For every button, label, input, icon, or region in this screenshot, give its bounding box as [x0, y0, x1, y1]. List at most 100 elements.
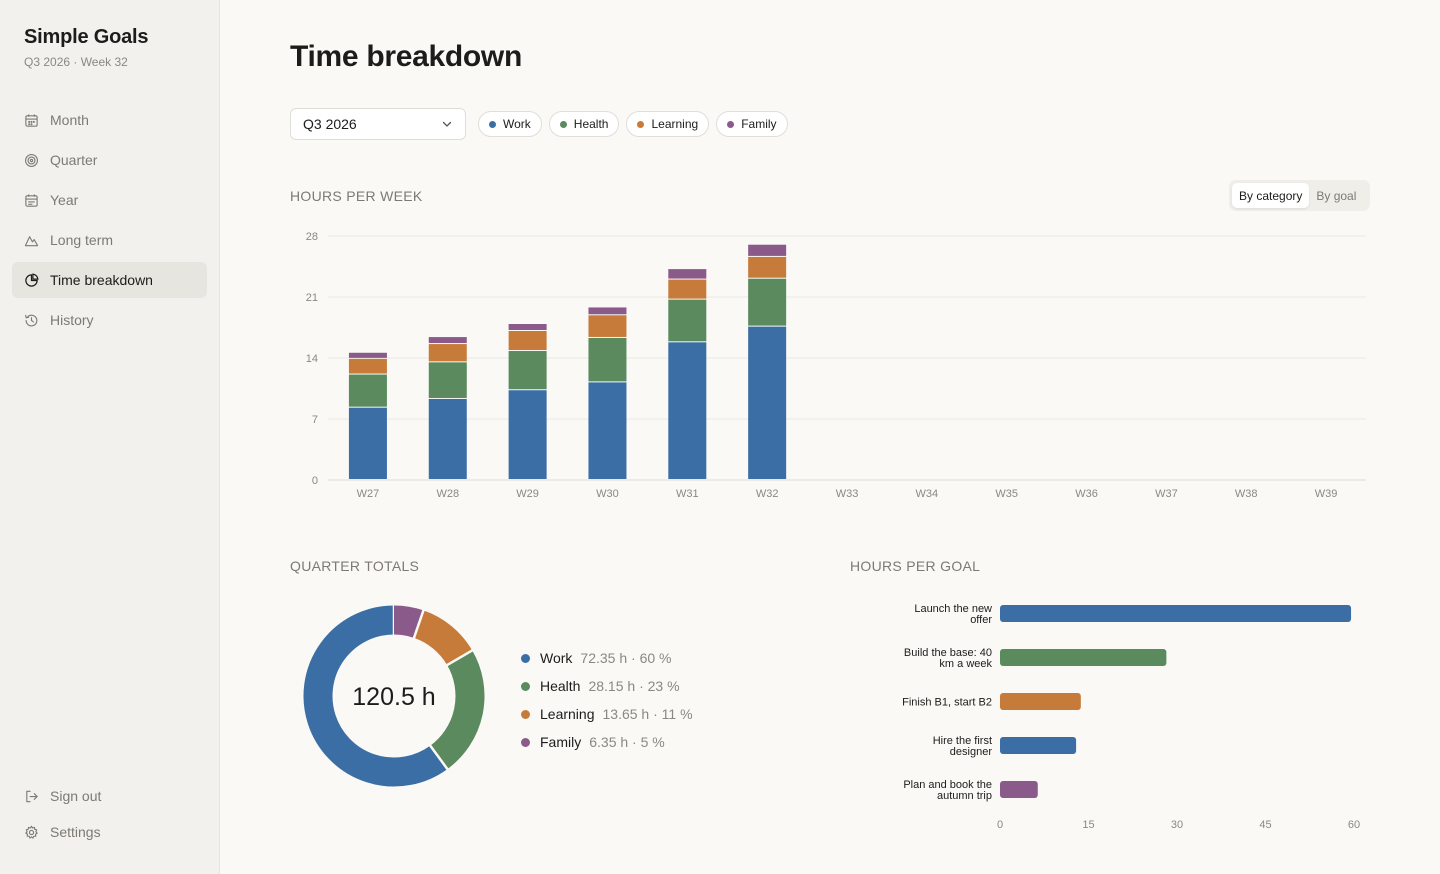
hours-per-week-chart: 0 7 14 21 28 W27 W28 W29 W30 W31 W32 W33 W34 W35 W36 W3… [306, 231, 1366, 500]
donut-slice-health [429, 650, 485, 770]
page-title: Time breakdown [290, 40, 522, 73]
x-tick-label: W28 [436, 488, 459, 500]
bar-segment-work [428, 398, 467, 479]
sidebar-item-year[interactable]: Year [12, 182, 207, 218]
toggle-by-goal[interactable]: By goal [1316, 188, 1357, 203]
chevron-down-icon [442, 121, 452, 127]
x-tick-label: W36 [1075, 488, 1098, 500]
sign-out-button[interactable]: Sign out [12, 778, 207, 814]
color-dot [559, 120, 567, 128]
bar-segment-family [668, 269, 707, 279]
x-tick-label: W35 [995, 488, 1018, 500]
period-select-value: Q3 2026 [303, 116, 357, 132]
y-tick-label: 14 [306, 353, 318, 365]
sidebar-item-label: Year [50, 192, 79, 208]
x-tick-label: 15 [1082, 819, 1094, 831]
x-tick-label: W39 [1315, 488, 1338, 500]
color-dot [727, 120, 735, 128]
x-tick-label: W27 [357, 488, 380, 500]
legend-name: Learning [540, 706, 595, 722]
legend-item-work: Work 72.35 h · 60 % [521, 644, 693, 672]
category-filters: Work Health Learning Family [478, 111, 788, 137]
legend-name: Health [540, 678, 581, 694]
sidebar-item-label: Quarter [50, 152, 98, 168]
legend-value: 72.35 h · 60 % [580, 650, 672, 666]
filter-chip-work[interactable]: Work [478, 111, 542, 137]
bar-segment-family [588, 307, 627, 315]
sidebar-item-label: History [50, 312, 94, 328]
bar-segment-health [668, 299, 707, 342]
legend-item-health: Health 28.15 h · 23 % [521, 672, 693, 700]
sidebar-item-history[interactable]: History [12, 302, 207, 338]
sidebar-bottom: Sign out Settings [12, 778, 207, 850]
sidebar: Simple Goals Q3 2026 · Week 32 Month Qua… [0, 0, 220, 874]
color-dot [489, 120, 496, 128]
settings-button[interactable]: Settings [12, 814, 207, 850]
bar-segment-family [348, 352, 387, 358]
x-tick-label: W37 [1155, 488, 1178, 500]
period-select[interactable]: Q3 2026 [290, 108, 466, 140]
x-tick-label: 45 [1259, 819, 1271, 831]
filter-chip-health[interactable]: Health [548, 111, 620, 137]
goal-label: Finish B1, start B2 [902, 697, 992, 709]
quarter-totals-label: QUARTER TOTALS [290, 558, 420, 574]
hours-per-week-label: HOURS PER WEEK [290, 188, 423, 204]
sidebar-nav: Month Quarter Year Long term Time breakd… [12, 102, 207, 342]
donut-separator [412, 609, 425, 640]
bar-segment-work [508, 390, 547, 479]
filter-chip-family[interactable]: Family [716, 111, 788, 137]
y-tick-label: 21 [306, 292, 318, 304]
target-icon [25, 153, 38, 167]
donut-slice-family [393, 605, 424, 639]
bar-segment-health [348, 374, 387, 407]
goal-bar [1000, 737, 1077, 754]
bar-segment-health [588, 337, 627, 382]
goal-bar [1000, 605, 1352, 622]
color-dot [521, 681, 530, 691]
toggle-by-category[interactable]: By category [1232, 183, 1310, 208]
sign-out-icon [26, 790, 38, 802]
x-tick-label: W29 [516, 488, 539, 500]
calendar-icon [25, 193, 38, 207]
goal-bar [1000, 649, 1167, 666]
filter-chip-learning[interactable]: Learning [626, 111, 710, 137]
donut-slice-learning [413, 610, 473, 666]
legend-name: Family [540, 734, 582, 750]
app-title: Simple Goals [24, 26, 149, 48]
color-dot [521, 709, 530, 719]
bar-segment-health [748, 278, 787, 326]
goal-bar [1000, 693, 1081, 710]
sidebar-item-label: Sign out [50, 788, 102, 804]
mountain-icon [24, 235, 39, 246]
sidebar-item-month[interactable]: Month [12, 102, 207, 138]
goal-bar [1000, 781, 1038, 798]
y-tick-label: 28 [306, 231, 318, 243]
x-tick-label: W38 [1235, 488, 1258, 500]
sidebar-item-quarter[interactable]: Quarter [12, 142, 207, 178]
bar-segment-learning [428, 344, 467, 362]
goal-label-line: designer [950, 746, 993, 758]
x-tick-label: 60 [1348, 819, 1360, 831]
bar-segment-work [748, 326, 787, 479]
bar-segment-family [428, 337, 467, 344]
quarter-totals-legend: Work 72.35 h · 60 % Health 28.15 h · 23 … [521, 644, 693, 756]
app-subtitle: Q3 2026 · Week 32 [24, 55, 128, 69]
sidebar-item-long-term[interactable]: Long term [12, 222, 207, 258]
goal-label-line: Hire the first [933, 735, 992, 747]
brand: Simple Goals Q3 2026 · Week 32 [24, 26, 149, 69]
bar-segment-work [668, 342, 707, 479]
bar-segment-learning [348, 358, 387, 374]
sidebar-item-label: Settings [50, 824, 101, 840]
history-icon [25, 314, 38, 326]
sidebar-item-time-breakdown[interactable]: Time breakdown [12, 262, 207, 298]
goal-label-line: Finish B1, start B2 [902, 697, 992, 709]
chip-label: Work [503, 117, 531, 131]
bar-segment-family [748, 244, 787, 256]
x-tick-label: 0 [997, 819, 1003, 831]
x-tick-label: 30 [1171, 819, 1183, 831]
y-tick-label: 0 [312, 475, 318, 487]
bar-segment-learning [668, 279, 707, 299]
bar-segment-learning [508, 330, 547, 351]
sidebar-item-label: Time breakdown [50, 272, 153, 288]
donut-separator [445, 648, 474, 667]
